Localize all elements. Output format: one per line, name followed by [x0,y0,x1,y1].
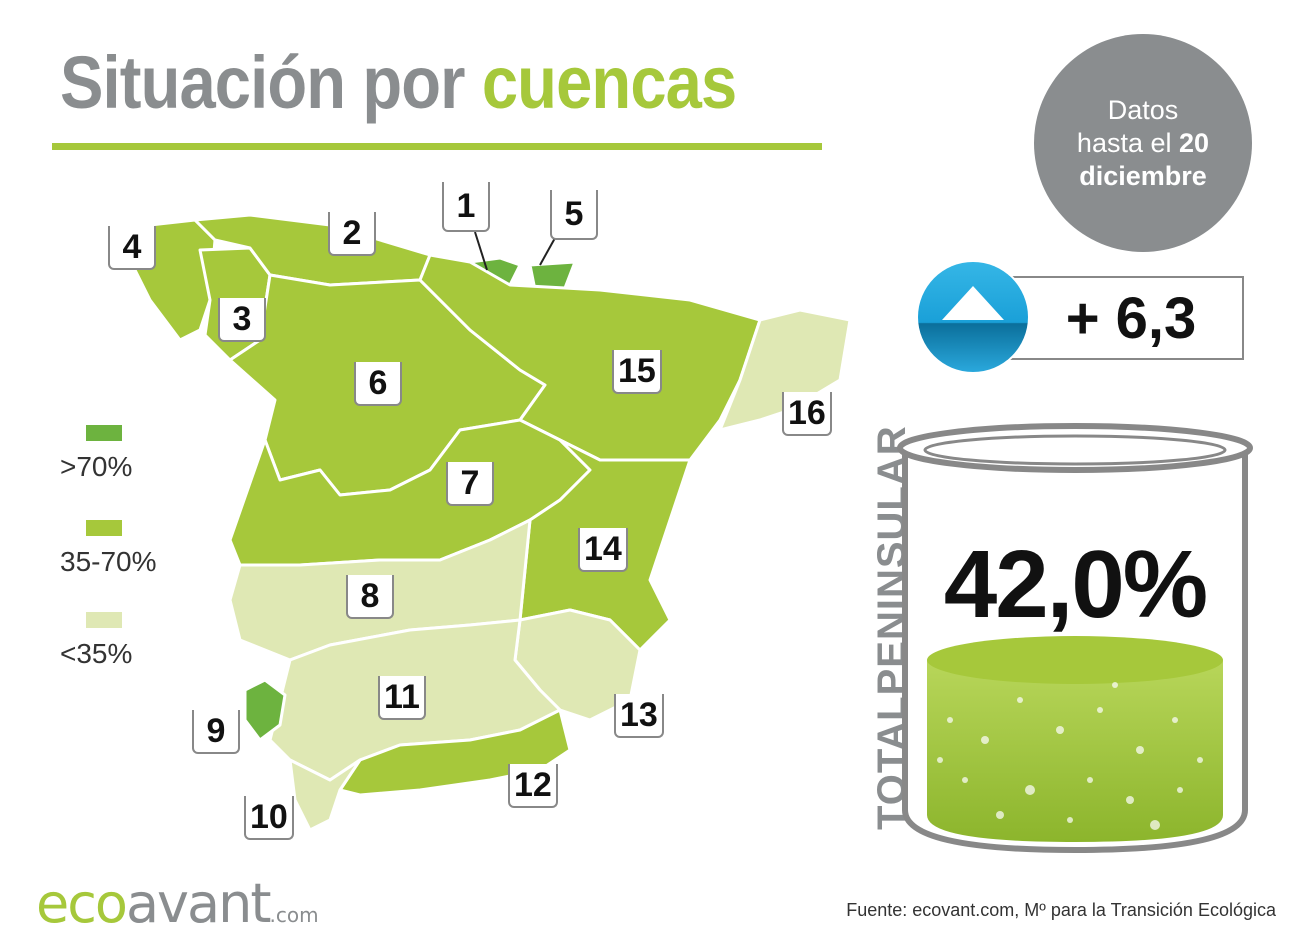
title-part-1: Situación por [60,41,466,124]
change-value: + 6,3 [1065,285,1197,351]
basin-label-7: 7 [446,462,494,506]
basin-label-6: 6 [354,362,402,406]
basin-label-4: 4 [108,226,156,270]
basin-label-5: 5 [550,190,598,240]
basin-region-9 [243,678,287,742]
date-month: diciembre [1079,160,1207,191]
legend-label-low: <35% [60,638,133,669]
tank-rim-inner [923,434,1227,466]
basin-label-3: 3 [218,298,266,342]
basin-label-13: 13 [614,694,664,738]
ecoavant-logo: ecoavant.com [36,872,319,935]
basin-label-15: 15 [612,350,662,394]
total-value: 42,0% [943,531,1208,638]
basin-label-10: 10 [244,796,294,840]
legend-swatch-high [86,425,122,441]
legend-item-high: >70% [60,425,220,483]
source-credit: Fuente: ecovant.com, Mº para la Transici… [846,900,1276,920]
logo-domain: .com [269,903,319,927]
basin-label-14: 14 [578,528,628,572]
title-part-2: cuencas [481,41,737,124]
logo-eco: eco [36,872,128,935]
tank-liquid-surface [927,636,1223,684]
basin-label-12: 12 [508,764,558,808]
legend-label-mid: 35-70% [60,546,157,577]
legend-item-low: <35% [60,612,220,670]
tank-rim-outer [897,423,1253,473]
legend-label-high: >70% [60,451,133,482]
reservoir-tank [897,423,1253,854]
legend-item-mid: 35-70% [60,520,220,578]
date-badge: Datos hasta el 20 diciembre [1034,34,1252,252]
date-prefix: hasta el [1076,127,1172,158]
page-title: Situación por cuencas [60,40,737,125]
legend-swatch-low [86,612,122,628]
change-box: + 6,3 [1000,276,1244,360]
logo-avant: avant [125,872,272,935]
pointer-line-1 [474,231,488,271]
up-arrow-icon [918,262,1028,372]
basin-label-8: 8 [346,575,394,619]
date-day: 20 [1179,127,1210,158]
basin-region-10 [288,758,362,832]
title-underline [52,143,822,150]
basin-label-16: 16 [782,392,832,436]
date-line-2: hasta el 20 [1077,127,1209,160]
basin-label-11: 11 [378,676,426,720]
basin-label-2: 2 [328,212,376,256]
legend-swatch-mid [86,520,122,536]
tank-bubbles [937,682,1203,830]
tank-liquid [927,660,1223,842]
basin-label-9: 9 [192,710,240,754]
date-line-1: Datos [1107,94,1179,125]
basin-label-1: 1 [442,182,490,232]
pointer-line-5 [539,237,556,266]
